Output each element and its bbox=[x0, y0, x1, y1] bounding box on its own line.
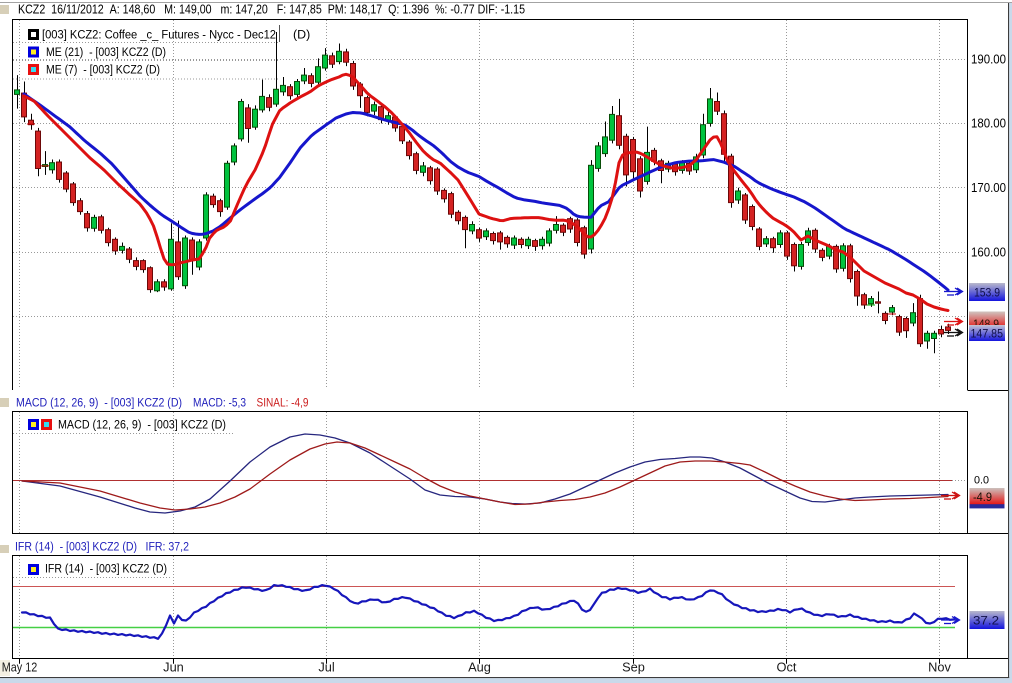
svg-text:Nov: Nov bbox=[928, 660, 951, 675]
svg-text:-4.9: -4.9 bbox=[973, 490, 992, 504]
svg-text:153.9: 153.9 bbox=[974, 285, 1000, 299]
svg-text:May 12: May 12 bbox=[2, 660, 38, 675]
svg-text:MACD (12, 26, 9) - [003] KCZ2: MACD (12, 26, 9) - [003] KCZ2 (D) bbox=[58, 418, 226, 432]
svg-text:ME (21) - [003] KCZ2 (D): ME (21) - [003] KCZ2 (D) bbox=[46, 45, 166, 59]
svg-text:ME (7) - [003] KCZ2 (D): ME (7) - [003] KCZ2 (D) bbox=[46, 63, 160, 77]
svg-text:KCZ2 16/11/2012 A: 148,60: KCZ2 16/11/2012 A: 148,60 M: 149,00 m: 1… bbox=[18, 2, 525, 17]
svg-text:IFR (14) - [003] KCZ2 (D): IFR (14) - [003] KCZ2 (D) bbox=[45, 562, 167, 576]
svg-text:SINAL: -4,9: SINAL: -4,9 bbox=[257, 396, 309, 410]
svg-text:IFR: 37,2: IFR: 37,2 bbox=[146, 540, 190, 554]
svg-text:160.00: 160.00 bbox=[971, 246, 1006, 260]
svg-text:190.00: 190.00 bbox=[971, 52, 1006, 66]
svg-text:Sep: Sep bbox=[622, 660, 645, 675]
svg-text:IFR (14) - [003] KCZ2 (D): IFR (14) - [003] KCZ2 (D) bbox=[15, 540, 137, 554]
svg-text:(D): (D) bbox=[293, 28, 310, 42]
svg-text:37.2: 37.2 bbox=[973, 613, 999, 627]
svg-text:Jun: Jun bbox=[163, 660, 184, 675]
svg-text:170.00: 170.00 bbox=[971, 181, 1006, 195]
svg-text:MACD: -5,3: MACD: -5,3 bbox=[193, 396, 246, 410]
svg-text:147.85: 147.85 bbox=[971, 326, 1004, 340]
svg-text:0.0: 0.0 bbox=[974, 475, 989, 487]
svg-text:MACD (12, 26, 9) - [003] KCZ2: MACD (12, 26, 9) - [003] KCZ2 (D) bbox=[16, 396, 182, 410]
svg-text:Oct: Oct bbox=[777, 660, 797, 675]
svg-text:[003] KCZ2: Coffee _c_ Futures: [003] KCZ2: Coffee _c_ Futures - Nycc - … bbox=[42, 28, 276, 42]
svg-text:Jul: Jul bbox=[318, 660, 334, 675]
svg-text:Aug: Aug bbox=[468, 660, 491, 675]
svg-text:180.00: 180.00 bbox=[971, 117, 1006, 131]
